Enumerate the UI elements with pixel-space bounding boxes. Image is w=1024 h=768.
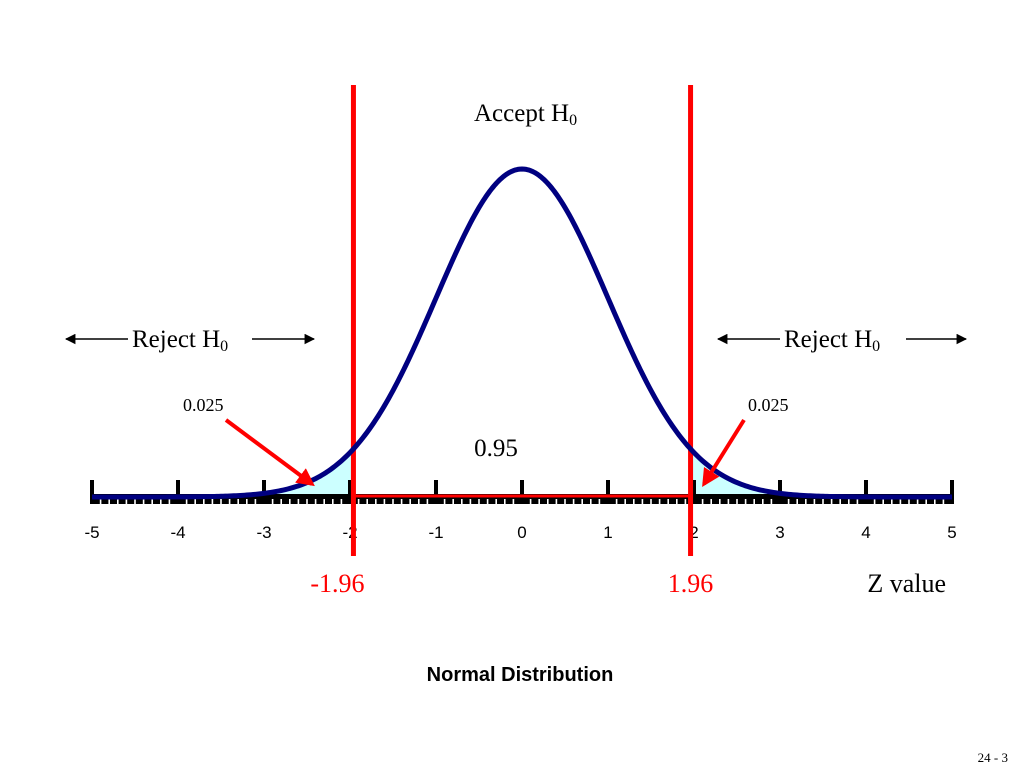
reject-h0-right-label: Reject H0 [784,326,880,355]
tick-label: 4 [861,523,870,542]
tick-label: -3 [256,523,271,542]
left-tail-area [92,448,354,497]
major-ticks [90,480,954,504]
tick-label: 0 [517,523,526,542]
critical-value-right-label: 1.96 [668,569,714,598]
right-tail-area [690,448,952,497]
left-tail-pointer-arrow [224,418,315,487]
tick-label: -4 [170,523,185,542]
left-tail-area-label: 0.025 [183,395,224,415]
reject-h0-left-label: Reject H0 [132,326,228,355]
tick-labels: -5 -4 -3 -2 -1 0 1 2 3 4 5 [84,523,956,542]
tick-label: 2 [689,523,698,542]
tick-label: 3 [775,523,784,542]
tick-label: 5 [947,523,956,542]
x-axis-label: Z value [867,569,946,598]
normal-curve [91,166,953,500]
center-area-label: 0.95 [474,435,518,462]
critical-value-left-label: -1.96 [310,569,364,598]
chart-caption: Normal Distribution [426,664,614,686]
slide-number: 24 - 3 [977,750,1008,765]
right-tail-pointer-arrow [702,418,746,488]
tick-label: 1 [603,523,612,542]
tick-label: -1 [428,523,443,542]
right-tail-area-label: 0.025 [748,395,789,415]
accept-h0-label: Accept H0 [474,100,577,129]
tick-label: -5 [84,523,99,542]
